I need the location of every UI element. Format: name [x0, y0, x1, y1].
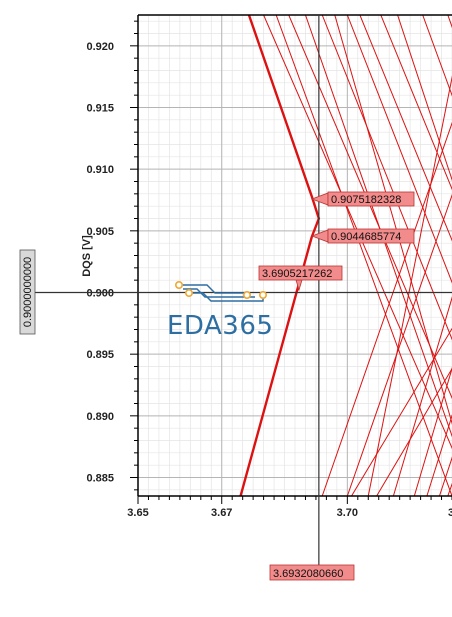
- waveform-trace: [346, 15, 452, 284]
- waveform-trace: [397, 15, 452, 182]
- y-tick-label: 0.900: [86, 288, 114, 300]
- waveform-trace: [288, 15, 452, 400]
- eda365-watermark: EDA365: [167, 280, 273, 341]
- watermark-text: EDA365: [167, 311, 273, 341]
- marker-crossing-time-label: 3.6905217262: [262, 268, 332, 280]
- y-tick-labels: 0.920 0.915 0.910 0.905 0.900 0.895 0.890 0.885: [86, 41, 114, 485]
- waveform-trace: [351, 327, 452, 496]
- waveform-traces: [239, 15, 452, 496]
- x-tick-label: 3.67: [211, 507, 232, 519]
- marker-cursor-time-label: 3.6932080660: [273, 568, 343, 580]
- waveform-trace: [275, 15, 452, 496]
- y-tick-label: 0.885: [86, 473, 114, 485]
- axis-ticks: [130, 20, 452, 504]
- x-tick-label: 3.70: [337, 507, 358, 519]
- circuit-trace-icon: [175, 280, 267, 302]
- marker-crossing-time[interactable]: 3.6905217262: [258, 265, 343, 292]
- marker-upper-voltage[interactable]: 0.9075182328: [310, 191, 415, 207]
- x-tick-labels: 3.65 3.67 3.70 3: [127, 507, 452, 519]
- waveform-trace: [380, 15, 452, 191]
- marker-lower-voltage[interactable]: 0.9044685774: [310, 228, 415, 244]
- waveform-trace: [413, 366, 452, 496]
- waveform-trace: [346, 193, 452, 496]
- y-tick-label: 0.910: [86, 164, 114, 176]
- y-tick-label: 0.905: [86, 226, 114, 238]
- waveform-trace: [304, 15, 452, 438]
- y-tick-label: 0.895: [86, 349, 114, 361]
- measurement-markers: 0.9075182328 0.9044685774 3.6905217262 3…: [19, 191, 415, 581]
- x-tick-label: 3: [448, 507, 452, 519]
- marker-upper-voltage-label: 0.9075182328: [331, 194, 401, 206]
- y-tick-label: 0.890: [86, 411, 114, 423]
- waveform-trace: [321, 121, 452, 496]
- y-tick-label: 0.915: [86, 103, 114, 115]
- y-tick-label: 0.920: [86, 41, 114, 53]
- marker-cursor-level-label: 0.9000000000: [22, 257, 34, 327]
- waveform-trace: [367, 75, 452, 496]
- x-tick-label: 3.65: [127, 507, 148, 519]
- marker-cursor-time[interactable]: 3.6932080660: [269, 564, 355, 581]
- waveform-trace: [359, 15, 452, 242]
- marker-lower-voltage-label: 0.9044685774: [331, 231, 401, 243]
- waveform-trace: [376, 367, 452, 496]
- waveform-trace: [334, 15, 452, 425]
- waveform-trace: [321, 15, 452, 341]
- marker-cursor-level[interactable]: 0.9000000000: [19, 249, 36, 335]
- y-axis-title: DQS [V]: [81, 235, 93, 277]
- waveform-trace: [392, 296, 452, 496]
